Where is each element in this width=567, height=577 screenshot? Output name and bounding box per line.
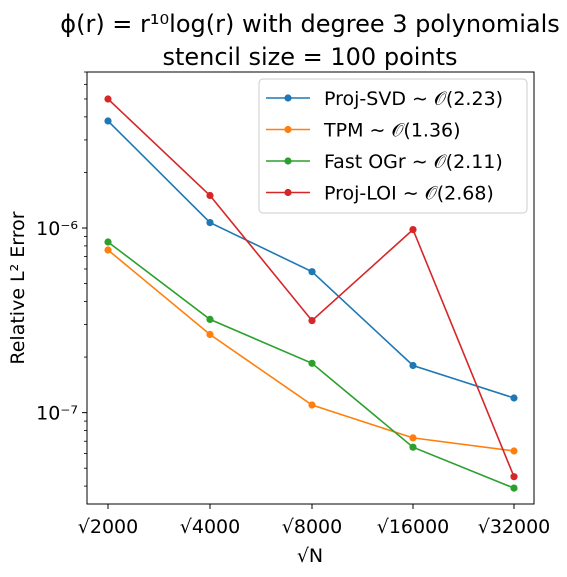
chart-subtitle: stencil size = 100 points: [162, 43, 457, 71]
legend-swatch-marker: [284, 125, 292, 134]
series-group: [104, 117, 518, 402]
data-point: [409, 226, 417, 234]
x-tick-label: √16000: [377, 516, 450, 538]
x-tick-label: √4000: [180, 516, 240, 538]
data-point: [206, 219, 214, 227]
legend-swatch-marker: [284, 157, 292, 165]
data-point: [206, 191, 214, 200]
x-tick-label: √2000: [78, 516, 138, 538]
y-tick-label: 10⁻⁷: [36, 403, 78, 425]
data-point: [510, 394, 518, 402]
series-group: [104, 246, 518, 455]
series-group: [104, 238, 518, 492]
y-axis: 10⁻⁶ 10⁻⁷: [36, 71, 87, 487]
data-point: [409, 434, 417, 442]
data-point: [308, 268, 316, 276]
data-point: [510, 473, 518, 481]
data-point: [104, 95, 112, 103]
data-point: [308, 317, 316, 325]
y-axis-label: Relative L² Error: [7, 211, 29, 364]
plot-area: [86, 71, 535, 505]
legend-swatch-marker: [284, 188, 292, 197]
legend-frame: [258, 78, 528, 214]
x-tick-label: √8000: [282, 516, 342, 538]
data-point: [308, 401, 316, 409]
data-point: [206, 330, 214, 339]
data-point: [206, 315, 214, 323]
y-tick-label: 10⁻⁶: [36, 218, 78, 240]
chart-title: ϕ(r) = r¹⁰log(r) with degree 3 polynomia…: [60, 10, 560, 38]
data-point: [308, 359, 316, 367]
series-line: [107, 249, 515, 452]
data-point: [104, 238, 112, 246]
legend-swatch-marker: [284, 94, 292, 102]
data-point: [409, 361, 417, 370]
data-point: [104, 246, 112, 254]
legend-label: Proj-SVD ∼ 𝒪(2.23): [324, 88, 503, 110]
data-point: [104, 117, 112, 125]
legend-label: Proj-LOI ∼ 𝒪(2.68): [324, 183, 494, 205]
data-point: [510, 447, 518, 455]
series-layer: [104, 95, 518, 492]
legend: Proj-SVD ∼ 𝒪(2.23) TPM ∼ 𝒪(1.36) Fast OGr …: [258, 78, 528, 214]
legend-label: TPM ∼ 𝒪(1.36): [323, 120, 461, 142]
x-tick-label: √32000: [478, 516, 551, 538]
x-axis: √2000 √4000 √8000 √16000 √32000: [78, 504, 551, 538]
legend-label: Fast OGr ∼ 𝒪(2.11): [324, 151, 503, 173]
x-axis-label: √N: [297, 545, 323, 567]
series-group: [104, 95, 518, 481]
data-point: [510, 484, 518, 492]
data-point: [409, 443, 417, 451]
